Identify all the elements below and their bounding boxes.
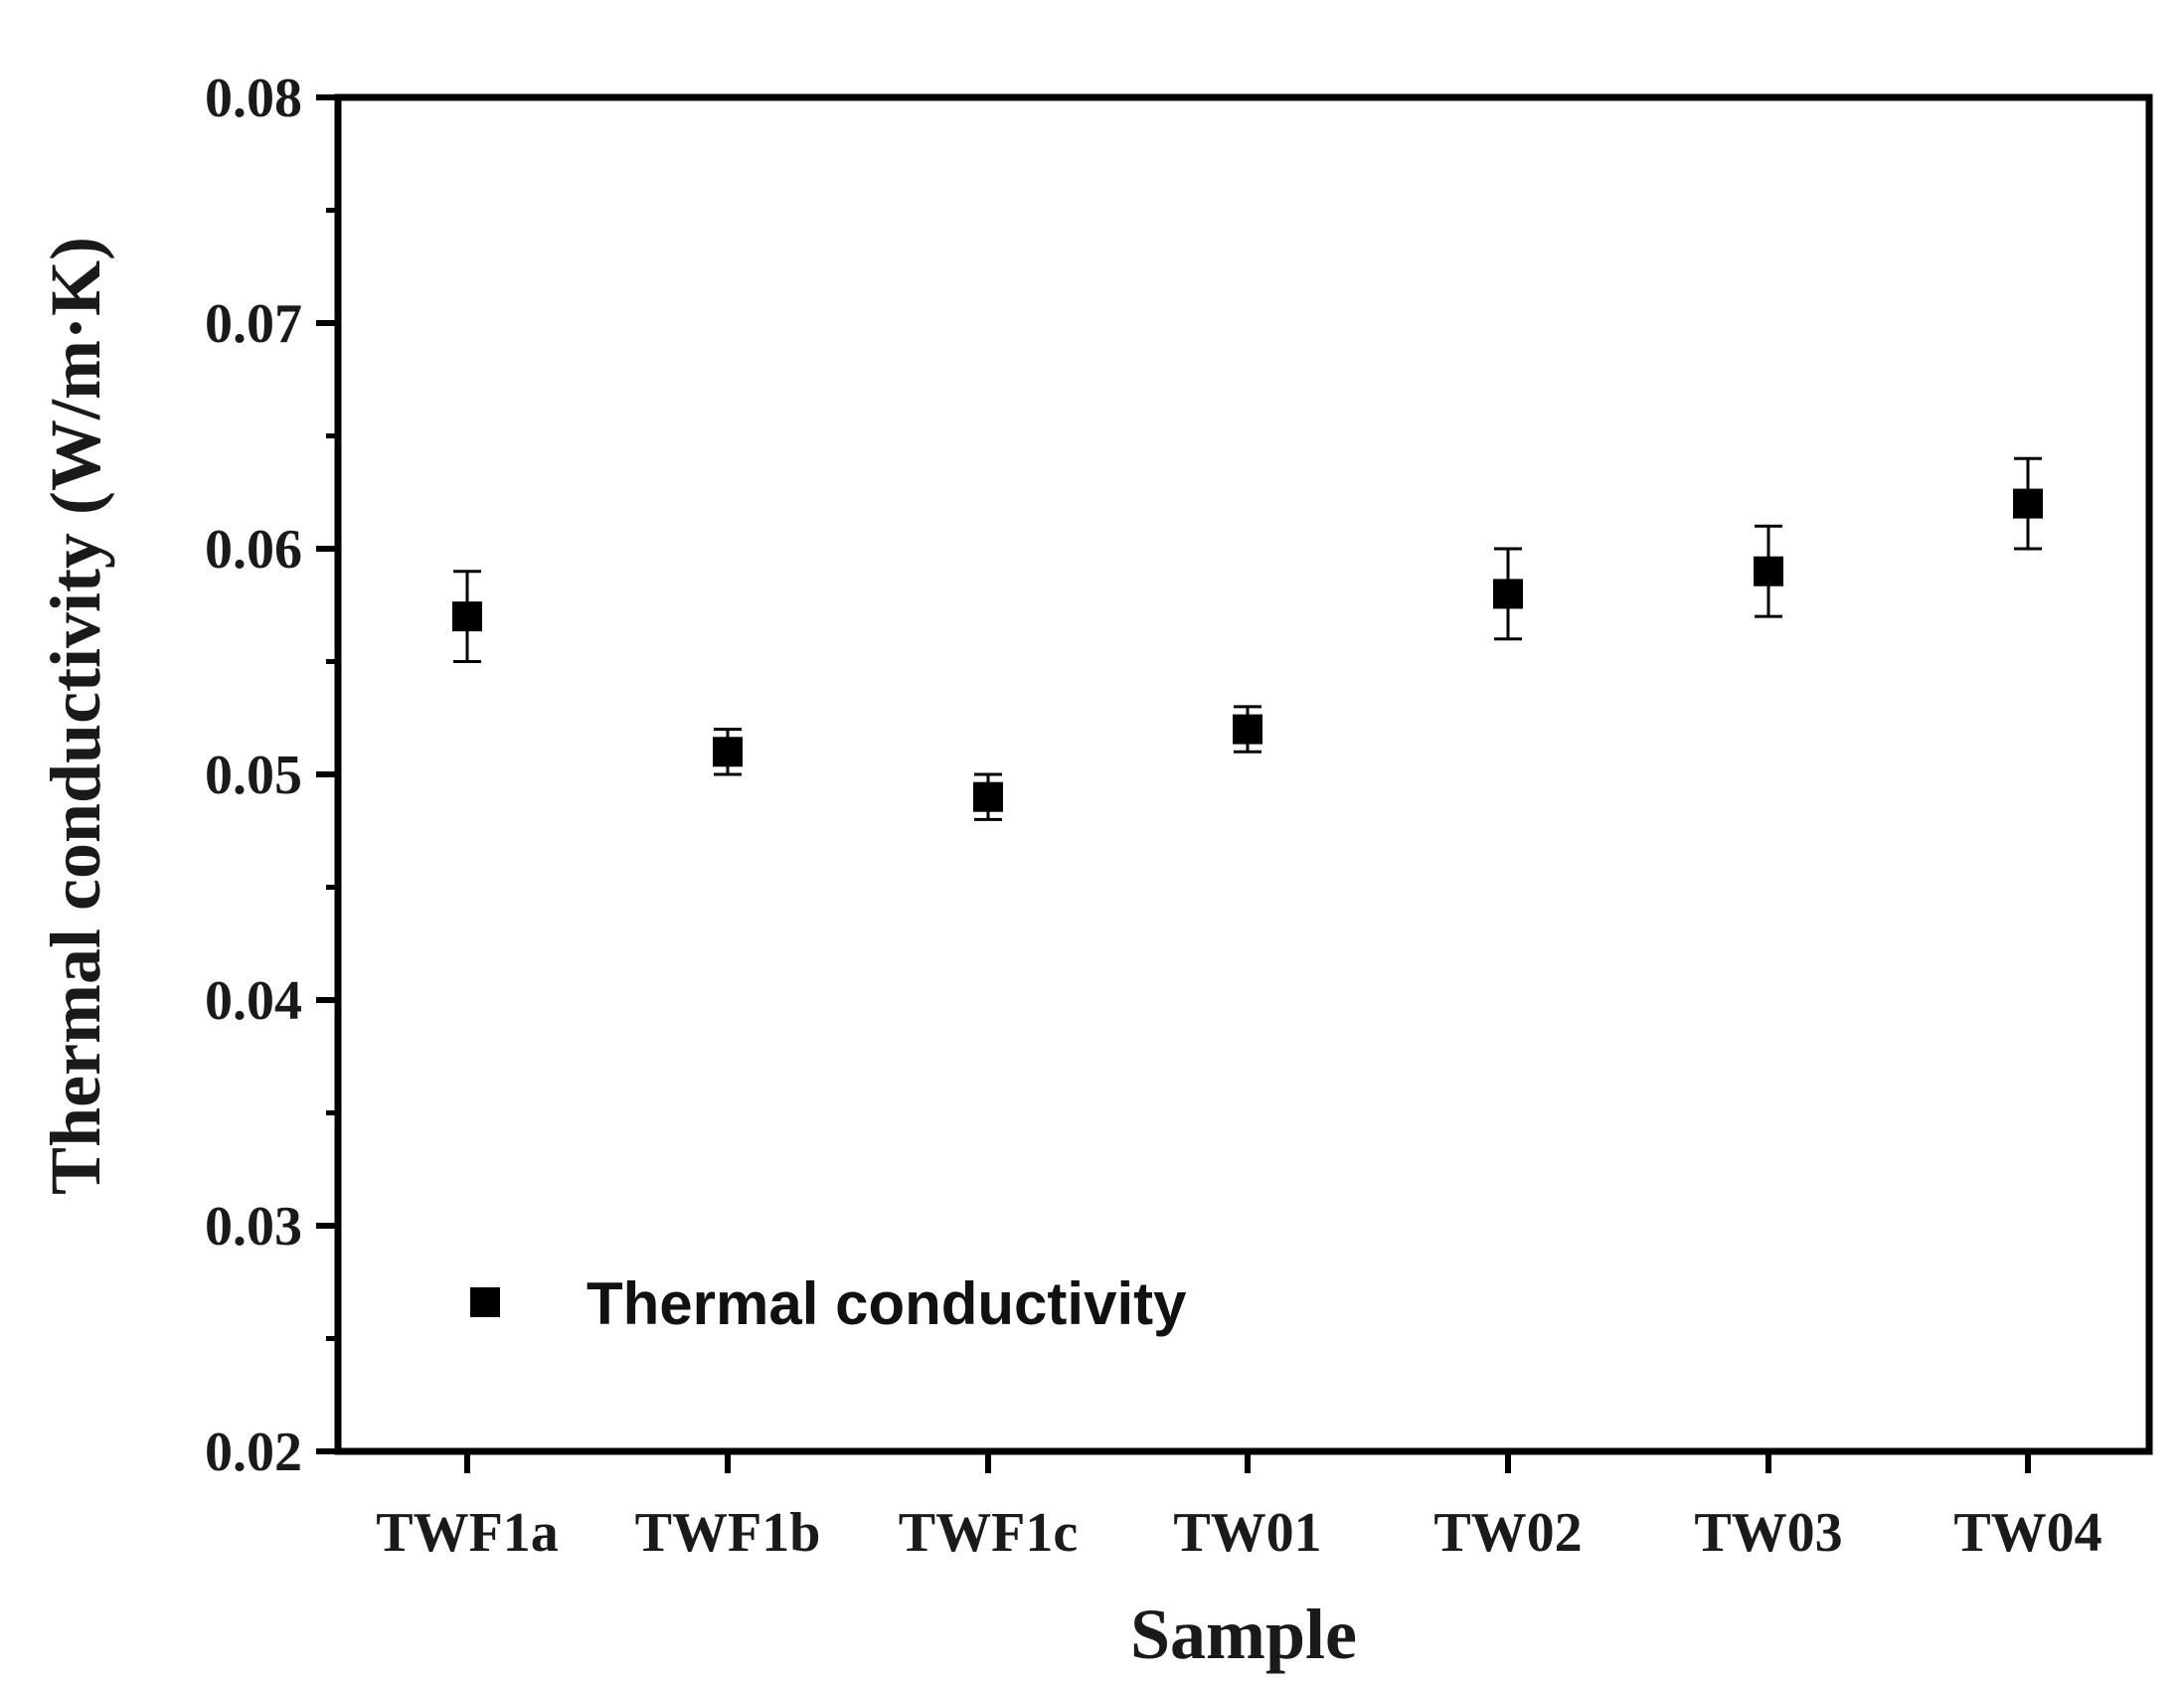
x-axis-title: Sample [1130, 1595, 1357, 1674]
data-point [973, 781, 1003, 812]
y-tick-label: 0.03 [205, 1196, 302, 1258]
x-tick-label: TW03 [1694, 1502, 1842, 1564]
y-tick-label: 0.05 [205, 745, 302, 806]
axis-ticks: 0.02 0.03 0.04 0.05 0.06 0.07 0.08 TWF1a TWF1b TW… [205, 68, 2102, 1564]
x-tick-label: TWF1c [899, 1502, 1078, 1564]
data-point [1754, 556, 1783, 587]
data-point [452, 601, 482, 632]
y-tick-label: 0.02 [205, 1422, 302, 1483]
x-tick-label: TWF1b [635, 1502, 821, 1564]
data-point [2013, 488, 2043, 519]
x-tick-label: TW01 [1173, 1502, 1321, 1564]
data-point [1493, 579, 1523, 609]
y-tick-label: 0.07 [205, 293, 302, 355]
y-tick-label: 0.06 [205, 519, 302, 581]
x-tick-label: TW02 [1433, 1502, 1582, 1564]
legend-marker [470, 1287, 500, 1317]
legend-label: Thermal conductivity [587, 1270, 1187, 1337]
y-tick-label: 0.04 [205, 970, 302, 1032]
x-tick-label: TW04 [1953, 1502, 2101, 1564]
legend: Thermal conductivity [470, 1270, 1187, 1337]
x-tick-label: TWF1a [376, 1502, 559, 1564]
data-point [1233, 714, 1262, 745]
y-tick-label: 0.08 [205, 68, 302, 129]
y-axis-title: Thermal conductivity (W/m·K) [36, 237, 115, 1195]
data-point [713, 737, 743, 767]
data-marks [452, 456, 2043, 821]
plot-frame [334, 93, 2153, 1455]
